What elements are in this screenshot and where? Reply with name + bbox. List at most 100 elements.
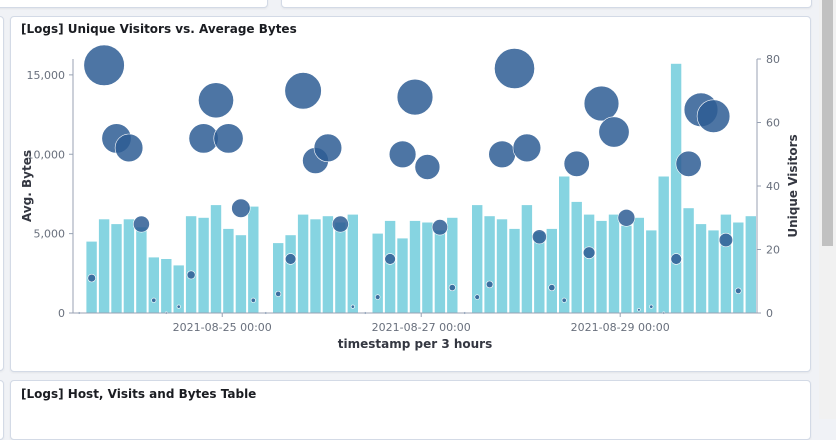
bar [409, 220, 421, 313]
bar [559, 176, 570, 313]
bar [372, 233, 383, 313]
bar [98, 219, 110, 313]
bubble-point [250, 297, 256, 303]
bubble-point [696, 99, 731, 133]
bar [161, 259, 172, 313]
bubble-point [617, 209, 636, 227]
bar [646, 230, 657, 313]
bubble-point [563, 150, 590, 177]
bar [621, 225, 632, 313]
bar [210, 205, 222, 313]
y-axis-title: Avg. Bytes [20, 150, 34, 222]
bubble-point [448, 284, 456, 292]
bubble-point [83, 44, 125, 86]
bubble-point [132, 215, 150, 233]
bar [633, 217, 644, 314]
bar [472, 205, 483, 313]
bar [111, 224, 122, 313]
bar [422, 222, 433, 313]
bubble-point [388, 140, 417, 169]
bar [745, 216, 756, 313]
bubble-point [375, 294, 381, 300]
bar [235, 235, 247, 313]
bar [248, 206, 259, 313]
bar [534, 232, 545, 313]
bubble-point [512, 133, 542, 163]
bubble-point [284, 253, 297, 265]
bar [695, 224, 707, 313]
bubble-point [213, 123, 244, 154]
bubble-point [532, 229, 547, 245]
y-tick-label: 0 [58, 307, 65, 320]
bubble-point [313, 133, 343, 163]
bar [571, 201, 582, 313]
bar [335, 222, 346, 313]
bar [521, 205, 533, 313]
bar [509, 228, 520, 313]
x-tick-label: 2021-08-27 00:00 [372, 321, 471, 334]
bar [136, 227, 147, 313]
bubble-point [198, 82, 234, 119]
bar [596, 220, 607, 313]
bar [670, 63, 682, 313]
host-table-panel: [Logs] Host, Visits and Bytes Table [10, 380, 811, 440]
y-tick-label: 10,000 [27, 148, 66, 161]
bubble-point [649, 304, 654, 309]
bar [496, 219, 508, 313]
bar [720, 214, 732, 313]
bar [397, 238, 408, 313]
bubble-point [231, 198, 251, 218]
bubble-point [114, 133, 144, 163]
bubble-point [331, 215, 349, 233]
bubble-point [675, 150, 702, 177]
bar [434, 230, 446, 313]
bar [173, 265, 184, 313]
bar [546, 228, 557, 313]
bar [273, 243, 284, 313]
y2-tick-label: 20 [766, 244, 780, 257]
bubble-point [176, 304, 181, 309]
bar [148, 257, 159, 313]
bar [185, 216, 197, 313]
bubble-point [284, 72, 322, 110]
y2-axis-title: Unique Visitors [786, 134, 800, 237]
bubble-point [488, 140, 516, 169]
x-axis-title: timestamp per 3 hours [338, 337, 492, 351]
bubble-point [474, 294, 480, 300]
bar [658, 176, 669, 313]
bubble-point [598, 116, 630, 148]
bar [123, 219, 135, 313]
bubble-point [87, 273, 96, 283]
bubble-point [414, 154, 441, 180]
bubble-point [384, 253, 396, 265]
bubble-point [637, 308, 641, 312]
x-tick-label: 2021-08-29 00:00 [571, 321, 670, 334]
bar [347, 214, 358, 313]
bubble-point [561, 297, 567, 303]
top-right-panel-fragment [281, 0, 812, 8]
left-panel-fragment [0, 16, 4, 371]
bubble-point [431, 219, 449, 236]
page-scrollbar-thumb[interactable] [822, 0, 833, 246]
y-tick-label: 15,000 [27, 69, 66, 82]
bubble-point [275, 290, 282, 297]
panel-title: [Logs] Host, Visits and Bytes Table [21, 387, 257, 401]
bar [223, 228, 234, 313]
bubble-point [485, 280, 494, 289]
bar [322, 216, 334, 313]
bar [733, 222, 744, 313]
top-left-panel-fragment [0, 0, 268, 8]
panel-title: [Logs] Unique Visitors vs. Average Bytes [21, 22, 297, 36]
bar [198, 217, 209, 314]
bubble-point [718, 232, 734, 248]
bubble-point [583, 85, 620, 122]
bar [608, 214, 620, 313]
bubble-point [396, 78, 434, 116]
y-tick-label: 5,000 [34, 228, 66, 241]
visitors-bytes-panel: [Logs] Unique Visitors vs. Average Bytes… [10, 16, 811, 372]
bubble-point [494, 48, 535, 89]
bar [683, 208, 694, 313]
bubble-point [350, 304, 355, 309]
x-tick-label: 2021-08-25 00:00 [173, 321, 272, 334]
bar [285, 235, 296, 313]
